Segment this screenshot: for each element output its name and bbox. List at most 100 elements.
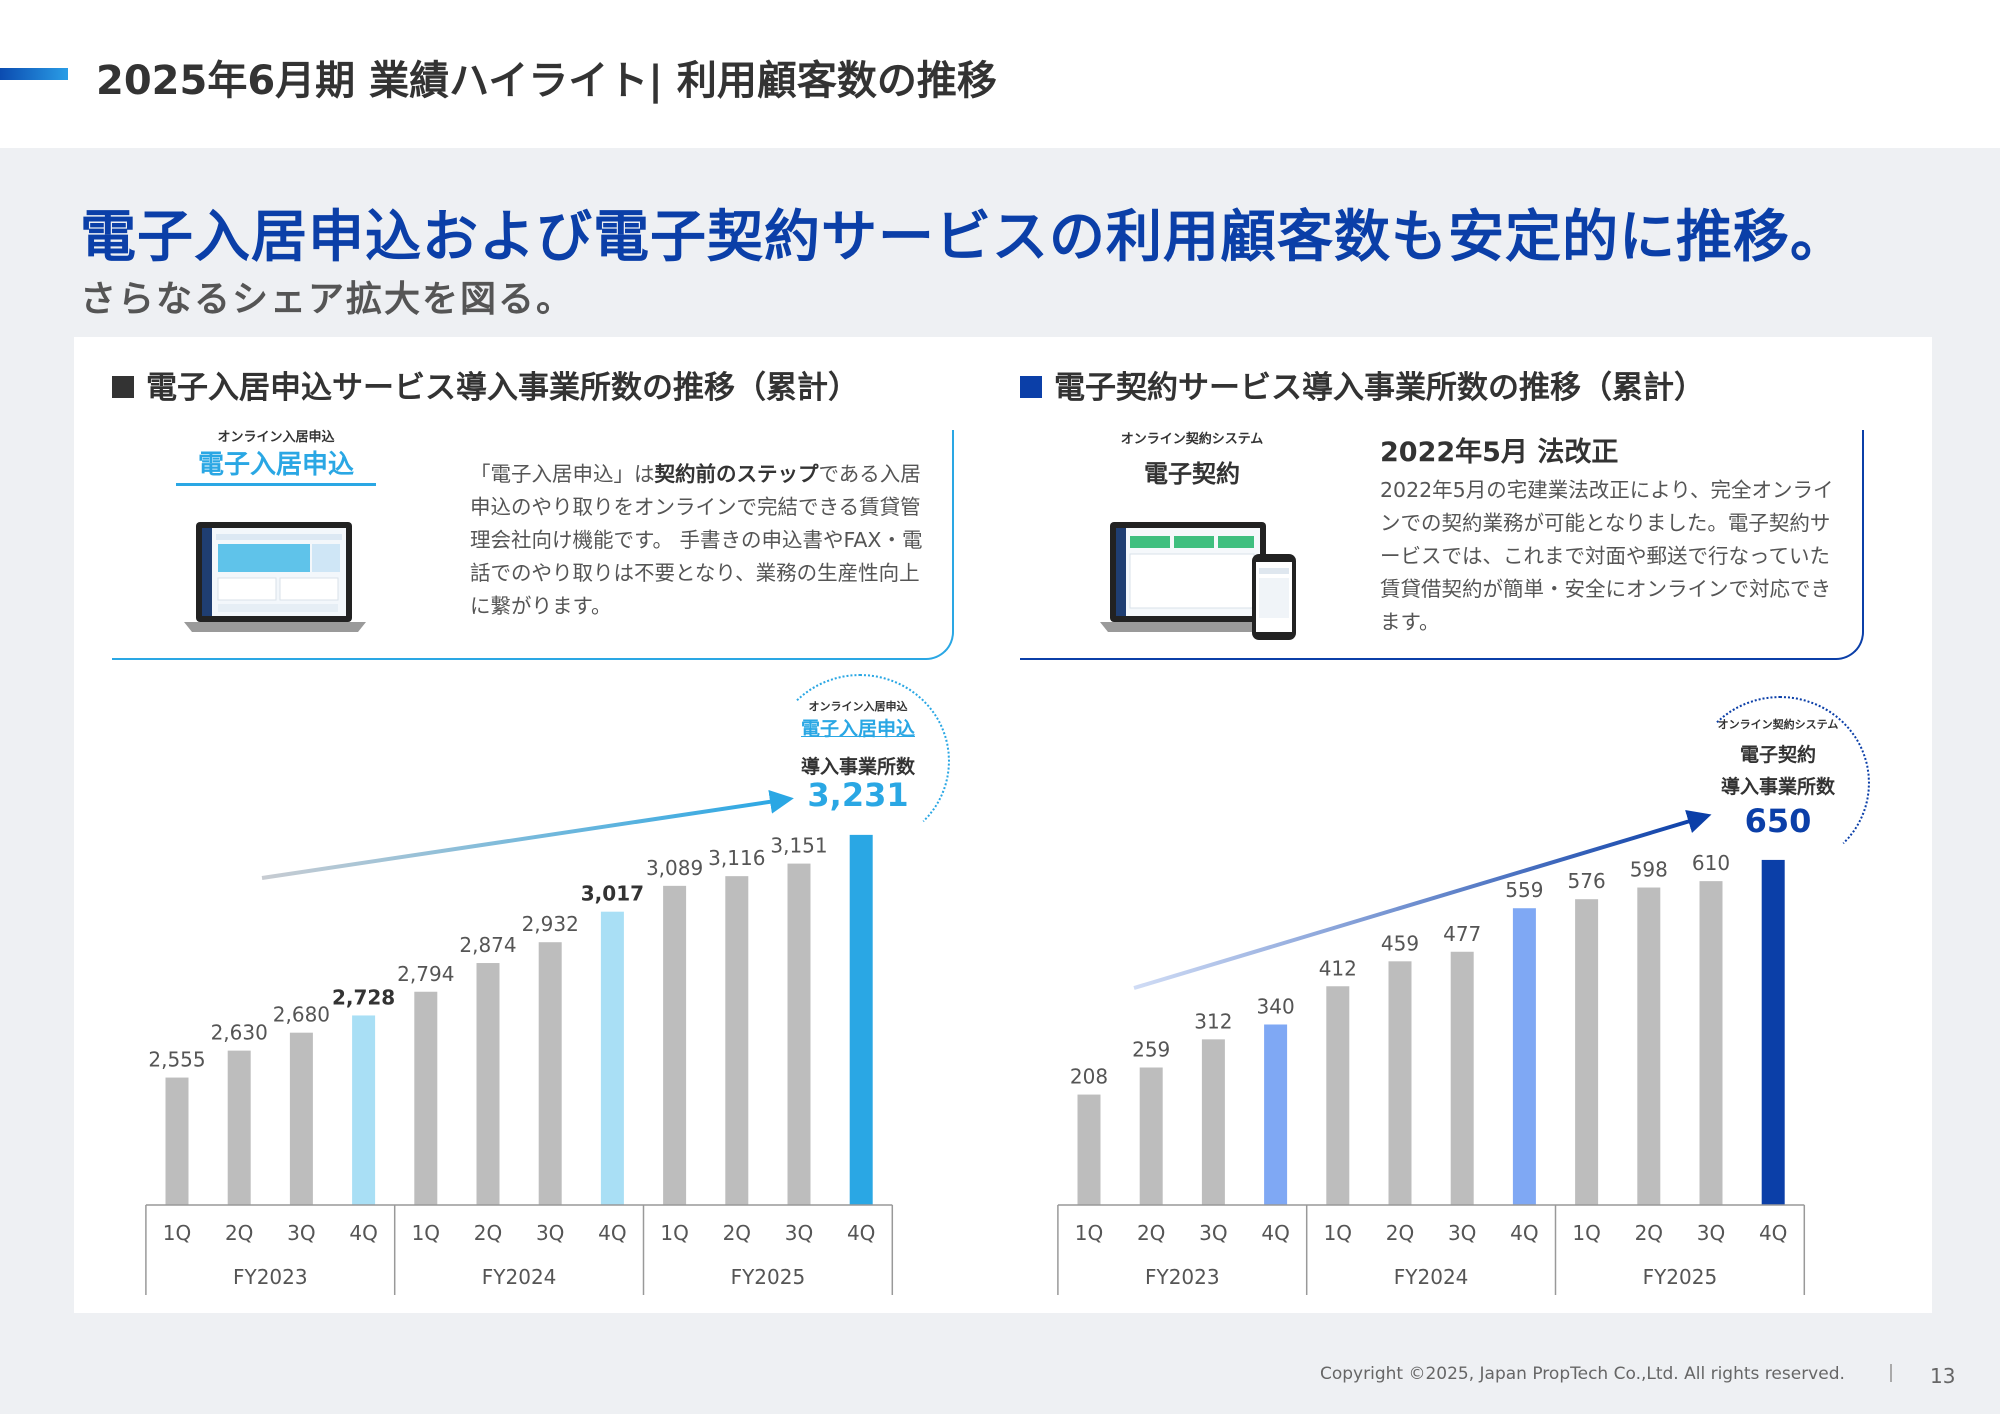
left-chart-bar bbox=[414, 991, 438, 1205]
right-chart-category-label: 4Q bbox=[1261, 1221, 1289, 1245]
right-callout-circle bbox=[1690, 696, 1870, 870]
left-chart-bar bbox=[165, 1077, 189, 1205]
left-chart-data-label: 2,932 bbox=[522, 912, 579, 936]
square-bullet-icon bbox=[1020, 375, 1042, 398]
left-callout-circle bbox=[770, 674, 950, 848]
laptop-screenshot-image bbox=[184, 522, 366, 632]
left-chart-category-label: 3Q bbox=[287, 1221, 315, 1245]
left-chart-bar bbox=[352, 1015, 376, 1205]
right-chart-category-label: 4Q bbox=[1510, 1221, 1538, 1245]
left-chart-group-label: FY2025 bbox=[731, 1265, 806, 1289]
left-chart-bar bbox=[663, 885, 687, 1205]
right-bar-chart: 208 1Q 259 2Q 312 3Q 340 4Q 412 1Q 459 2Q 477 3Q 559 4Q… bbox=[1057, 851, 1806, 1295]
content-panel bbox=[74, 337, 1932, 1313]
left-callout-value: 3,231 bbox=[807, 776, 909, 814]
left-chart-group-label: FY2024 bbox=[482, 1265, 557, 1289]
left-chart-group-label: FY2023 bbox=[233, 1265, 308, 1289]
left-trend-arrow bbox=[261, 789, 794, 880]
subheadline: さらなるシェア拡大を図る。 bbox=[80, 279, 575, 320]
right-chart-group-label: FY2025 bbox=[1643, 1265, 1718, 1289]
right-chart-category-label: 2Q bbox=[1137, 1221, 1165, 1245]
right-chart-bar bbox=[1388, 961, 1412, 1205]
left-chart-bar bbox=[849, 834, 873, 1205]
headline: 電子入居申込および電子契約サービスの利用顧客数も安定的に推移。 bbox=[80, 205, 1847, 270]
left-desc-bold: 契約前のステップ bbox=[654, 462, 819, 486]
right-chart-bar bbox=[1450, 951, 1474, 1205]
right-chart-category-label: 3Q bbox=[1199, 1221, 1227, 1245]
right-chart-group-label: FY2023 bbox=[1145, 1265, 1220, 1289]
footer-copyright: Copyright ©2025, Japan PropTech Co.,Ltd.… bbox=[1320, 1364, 1845, 1384]
right-description: 2022年5月の宅建業法改正により、完全オンラインでの契約業務が可能となりました… bbox=[1380, 478, 1834, 634]
right-chart-bar bbox=[1139, 1067, 1163, 1205]
right-chart-category-label: 1Q bbox=[1572, 1221, 1600, 1245]
left-chart-data-label: 2,794 bbox=[397, 962, 454, 986]
right-chart-category-label: 1Q bbox=[1075, 1221, 1103, 1245]
header: 2025年6月期 業績ハイライト| 利用顧客数の推移 bbox=[0, 0, 2000, 148]
left-callout-caption: オンライン入居申込 bbox=[808, 700, 908, 713]
right-chart-bar bbox=[1326, 986, 1350, 1205]
right-chart-bar bbox=[1637, 887, 1661, 1205]
right-chart-data-label: 598 bbox=[1630, 858, 1668, 882]
left-info-card bbox=[112, 430, 954, 660]
right-chart-data-label: 477 bbox=[1443, 922, 1481, 946]
footer-page-number: 13 bbox=[1930, 1364, 1956, 1388]
left-chart-bar bbox=[227, 1050, 251, 1205]
left-section-title-text: 電子入居申込サービス導入事業所数の推移（累計） bbox=[146, 370, 859, 406]
left-chart-bar bbox=[787, 863, 811, 1205]
left-chart-category-label: 2Q bbox=[225, 1221, 253, 1245]
right-chart-category-label: 4Q bbox=[1759, 1221, 1787, 1245]
right-chart-data-label: 610 bbox=[1692, 851, 1730, 875]
right-chart-data-label: 208 bbox=[1070, 1065, 1108, 1089]
left-chart-category-label: 2Q bbox=[723, 1221, 751, 1245]
right-chart-bar bbox=[1201, 1039, 1225, 1205]
left-desc-part1: 「電子入居申込」は bbox=[470, 462, 655, 486]
right-chart-data-label: 312 bbox=[1194, 1009, 1232, 1033]
left-chart-data-label: 2,630 bbox=[211, 1021, 268, 1045]
page-title: 2025年6月期 業績ハイライト| 利用顧客数の推移 bbox=[96, 58, 997, 104]
right-callout-name: 電子契約 bbox=[1739, 744, 1816, 766]
left-product-caption: オンライン入居申込 bbox=[217, 430, 335, 445]
left-chart-category-label: 4Q bbox=[598, 1221, 626, 1245]
right-chart-category-label: 3Q bbox=[1697, 1221, 1725, 1245]
right-chart-bar bbox=[1077, 1094, 1101, 1205]
right-chart-data-label: 459 bbox=[1381, 931, 1419, 955]
left-chart-category-label: 2Q bbox=[474, 1221, 502, 1245]
left-chart-data-label: 2,555 bbox=[148, 1048, 205, 1072]
left-desc-part2: である入居申込のやり取りをオンラインで完結できる賃貸管理会社向け機能です。 手書… bbox=[470, 462, 923, 618]
left-chart-bar bbox=[476, 963, 500, 1205]
left-chart-data-label: 3,017 bbox=[581, 882, 644, 906]
left-chart-category-label: 1Q bbox=[163, 1221, 191, 1245]
right-chart-category-label: 1Q bbox=[1324, 1221, 1352, 1245]
right-chart-bar bbox=[1512, 908, 1536, 1205]
left-bar-chart: 2,555 1Q 2,630 2Q 2,680 3Q 2,728 4Q 2,794 1Q 2,874… bbox=[145, 834, 894, 1295]
left-product-name: 電子入居申込 bbox=[176, 444, 376, 486]
footer-divider bbox=[1890, 1364, 1892, 1382]
law-revision-title: 2022年5月 法改正 bbox=[1380, 437, 1619, 468]
right-chart-data-label: 559 bbox=[1505, 878, 1543, 902]
left-chart-data-label: 3,089 bbox=[646, 856, 703, 880]
right-chart-category-label: 2Q bbox=[1386, 1221, 1414, 1245]
right-chart-bar bbox=[1264, 1024, 1288, 1205]
left-section-title: 電子入居申込サービス導入事業所数の推移（累計） bbox=[112, 362, 859, 407]
left-callout-label: 導入事業所数 bbox=[800, 756, 915, 778]
right-section-title-text: 電子契約サービス導入事業所数の推移（累計） bbox=[1054, 370, 1705, 406]
left-chart-bar bbox=[725, 876, 749, 1205]
right-product-name: 電子契約 bbox=[1144, 460, 1240, 488]
right-chart-bar bbox=[1761, 859, 1785, 1205]
square-bullet-icon bbox=[112, 375, 134, 398]
left-chart-bar bbox=[289, 1032, 313, 1205]
left-chart-category-label: 4Q bbox=[847, 1221, 875, 1245]
right-callout-label: 導入事業所数 bbox=[1720, 776, 1835, 798]
left-chart-category-label: 1Q bbox=[412, 1221, 440, 1245]
left-chart-data-label: 2,728 bbox=[332, 985, 395, 1009]
right-trend-arrow bbox=[1133, 809, 1712, 990]
right-chart-bar bbox=[1699, 881, 1723, 1205]
left-chart-data-label: 3,116 bbox=[708, 846, 765, 870]
left-callout-name: 電子入居申込 bbox=[800, 718, 915, 740]
left-chart-bar bbox=[538, 942, 562, 1205]
right-chart-category-label: 3Q bbox=[1448, 1221, 1476, 1245]
right-chart-group-label: FY2024 bbox=[1394, 1265, 1469, 1289]
left-description: 「電子入居申込」は契約前のステップである入居申込のやり取りをオンラインで完結でき… bbox=[470, 458, 928, 623]
right-chart-data-label: 340 bbox=[1257, 994, 1295, 1018]
